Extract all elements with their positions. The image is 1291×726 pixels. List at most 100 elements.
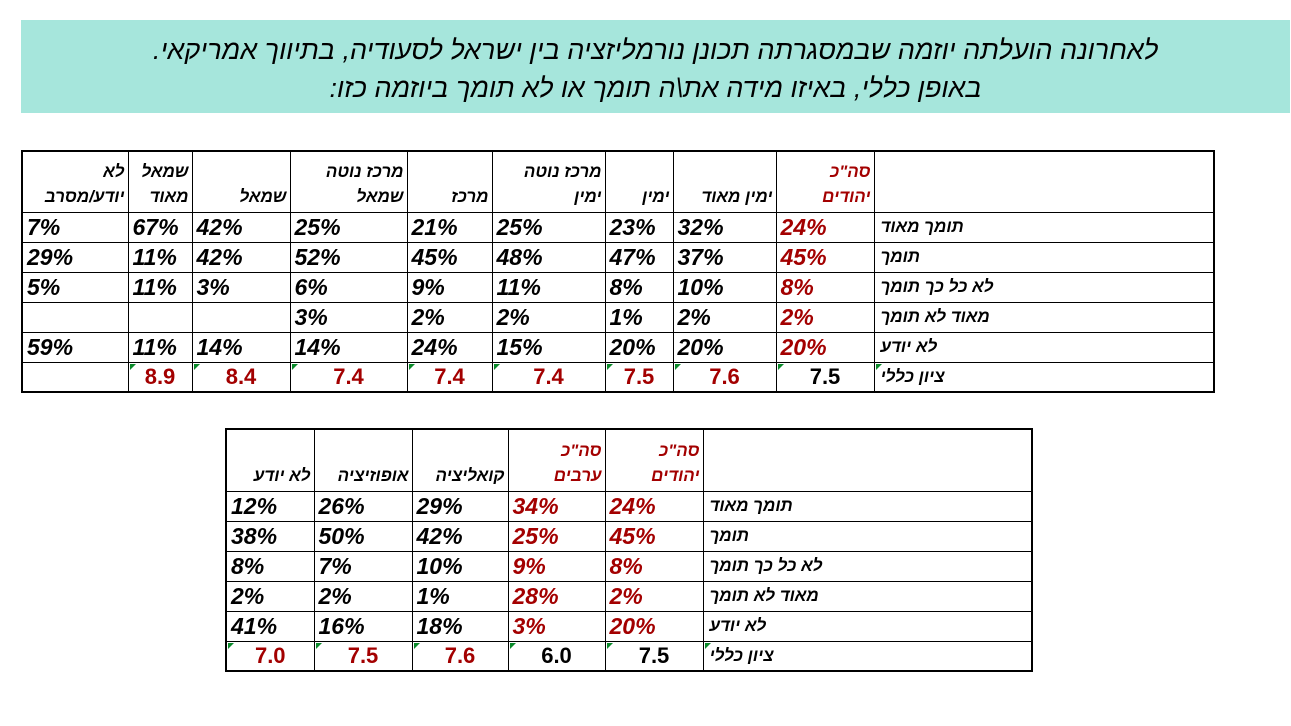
score-cell: 8.4 xyxy=(191,361,291,393)
value-cell: 34% xyxy=(507,490,606,522)
column-header: לא יודע/מסרב xyxy=(21,150,129,213)
column-header-line: סה"כ xyxy=(560,440,602,460)
column-header: קואליציה xyxy=(411,428,509,492)
table-row: לא כל כך תומך 8% 10% 8% 11% 9% 6% 3% 11% 5% xyxy=(21,271,1215,303)
value-cell: 24% xyxy=(775,211,875,243)
column-header-line xyxy=(230,438,311,463)
row-label: לא יודע xyxy=(873,331,1215,363)
value-cell: 2% xyxy=(775,301,875,333)
column-header: מרכז נוטה שמאל xyxy=(289,150,408,213)
row-label: מאוד לא תומך xyxy=(702,580,1033,612)
value-cell: 52% xyxy=(289,241,408,273)
value-cell: 14% xyxy=(289,331,408,363)
row-label: תומך מאוד xyxy=(702,490,1033,522)
table-row: לא כל כך תומך 8% 9% 10% 7% 8% xyxy=(225,550,1033,582)
score-row: ציון כללי 7.5 6.0 7.6 7.5 7.0 xyxy=(225,640,1033,672)
column-header-line: לא יודע xyxy=(253,465,311,485)
column-header-line: שמאל xyxy=(141,161,189,181)
score-label: ציון כללי xyxy=(873,361,1215,393)
score-cell: 7.4 xyxy=(289,361,408,393)
coalition-breakdown-table: סה"כ יהודים סה"כ ערבים קואליציה אופוזיציה ל… xyxy=(225,428,1033,672)
table-row: מאוד לא תומך 2% 2% 1% 2% 2% 3% xyxy=(21,301,1215,333)
value-cell: 16% xyxy=(313,610,413,642)
table-row: תומך מאוד 24% 34% 29% 26% 12% xyxy=(225,490,1033,522)
column-header-line: ימין xyxy=(574,186,602,206)
column-header-line xyxy=(609,159,670,184)
value-cell: 2% xyxy=(491,301,606,333)
score-row: ציון כללי 7.5 7.6 7.5 7.4 7.4 7.4 8.4 8.9 xyxy=(21,361,1215,393)
table-row: מאוד לא תומך 2% 28% 1% 2% 2% xyxy=(225,580,1033,612)
score-cell xyxy=(21,361,129,393)
table-row: תומך מאוד 24% 32% 23% 25% 21% 25% 42% 67% 7% xyxy=(21,211,1215,243)
column-header-line xyxy=(196,159,287,184)
score-cell: 8.9 xyxy=(127,361,193,393)
column-header-line: מאוד xyxy=(149,186,189,206)
row-label: תומך xyxy=(702,520,1033,552)
column-header-line: סה"כ xyxy=(829,161,871,181)
column-header-line: יהודים xyxy=(822,186,871,206)
value-cell: 32% xyxy=(672,211,777,243)
value-cell: 42% xyxy=(191,211,291,243)
column-header: שמאל מאוד xyxy=(127,150,193,213)
value-cell: 45% xyxy=(775,241,875,273)
column-header-line xyxy=(677,159,773,184)
column-header-line: לא xyxy=(103,161,125,181)
value-cell: 29% xyxy=(21,241,129,273)
score-cell: 7.6 xyxy=(672,361,777,393)
value-cell: 6% xyxy=(289,271,408,303)
corner-cell xyxy=(702,428,1033,492)
score-cell: 7.4 xyxy=(406,361,493,393)
column-header-line xyxy=(416,438,505,463)
value-cell: 14% xyxy=(191,331,291,363)
score-label: ציון כללי xyxy=(702,640,1033,672)
question-line-1: לאחרונה הועלתה יוזמה שבמסגרתה תכונן נורמ… xyxy=(152,35,1159,65)
value-cell: 2% xyxy=(313,580,413,612)
value-cell: 24% xyxy=(406,331,493,363)
value-cell: 48% xyxy=(491,241,606,273)
value-cell: 8% xyxy=(225,550,315,582)
value-cell: 3% xyxy=(289,301,408,333)
row-label: לא יודע xyxy=(702,610,1033,642)
value-cell: 29% xyxy=(411,490,509,522)
score-cell: 7.6 xyxy=(411,640,509,672)
value-cell: 7% xyxy=(21,211,129,243)
column-header-line: אופוזיציה xyxy=(337,465,409,485)
value-cell: 3% xyxy=(191,271,291,303)
score-cell: 6.0 xyxy=(507,640,606,672)
table-row: לא יודע 20% 20% 20% 15% 24% 14% 14% 11% 59% xyxy=(21,331,1215,363)
value-cell: 50% xyxy=(313,520,413,552)
score-cell: 7.4 xyxy=(491,361,606,393)
value-cell: 37% xyxy=(672,241,777,273)
row-label: לא כל כך תומך xyxy=(702,550,1033,582)
value-cell: 47% xyxy=(604,241,674,273)
column-header-line xyxy=(411,159,489,184)
value-cell xyxy=(191,301,291,333)
value-cell: 20% xyxy=(672,331,777,363)
value-cell: 10% xyxy=(672,271,777,303)
row-label: לא כל כך תומך xyxy=(873,271,1215,303)
value-cell: 1% xyxy=(604,301,674,333)
value-cell: 11% xyxy=(127,241,193,273)
value-cell: 1% xyxy=(411,580,509,612)
value-cell: 25% xyxy=(507,520,606,552)
corner-cell xyxy=(873,150,1215,213)
row-label: מאוד לא תומך xyxy=(873,301,1215,333)
column-header-line: סה"כ xyxy=(658,440,700,460)
column-header: ימין xyxy=(604,150,674,213)
value-cell: 20% xyxy=(604,331,674,363)
value-cell: 42% xyxy=(411,520,509,552)
value-cell: 45% xyxy=(604,520,704,552)
question-banner: לאחרונה הועלתה יוזמה שבמסגרתה תכונן נורמ… xyxy=(21,20,1290,113)
value-cell: 11% xyxy=(491,271,606,303)
column-header: שמאל xyxy=(191,150,291,213)
value-cell: 2% xyxy=(604,580,704,612)
value-cell: 11% xyxy=(127,331,193,363)
value-cell: 2% xyxy=(672,301,777,333)
column-header-line: שמאל xyxy=(356,186,404,206)
value-cell: 10% xyxy=(411,550,509,582)
column-header-line: שמאל xyxy=(239,186,287,206)
row-label: תומך מאוד xyxy=(873,211,1215,243)
value-cell: 2% xyxy=(225,580,315,612)
column-header: ימין מאוד xyxy=(672,150,777,213)
value-cell: 18% xyxy=(411,610,509,642)
